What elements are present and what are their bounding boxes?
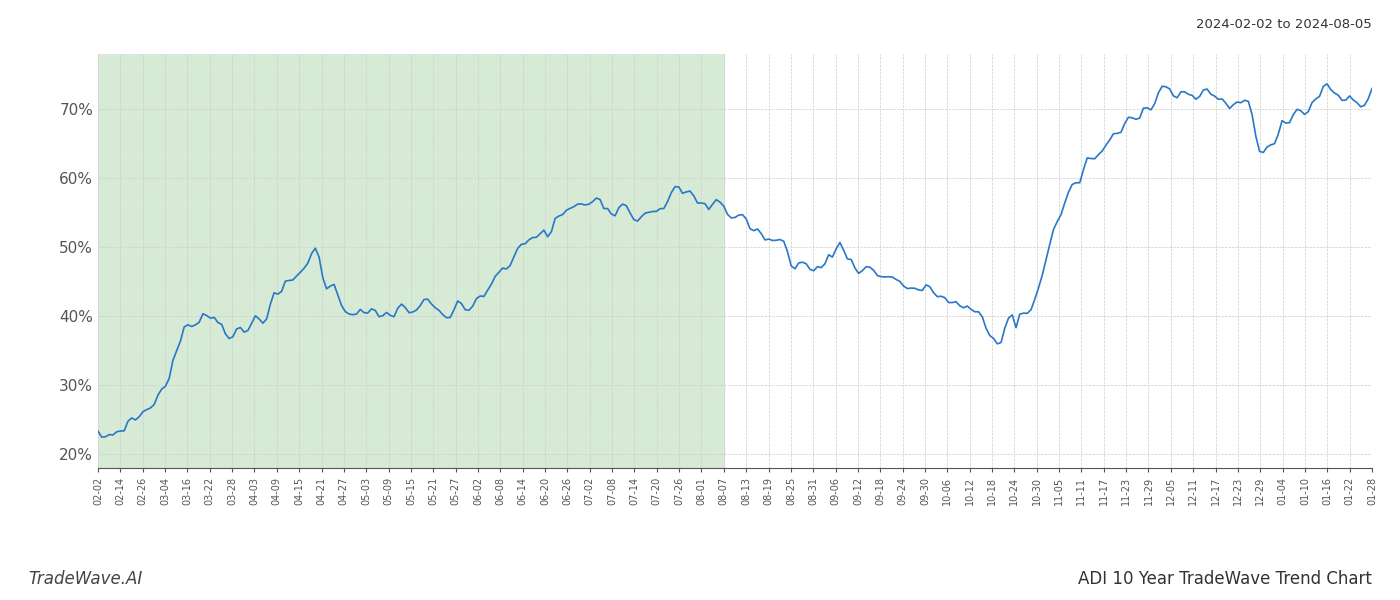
Text: ADI 10 Year TradeWave Trend Chart: ADI 10 Year TradeWave Trend Chart (1078, 570, 1372, 588)
Bar (98, 54, 724, 468)
Text: 2024-02-02 to 2024-08-05: 2024-02-02 to 2024-08-05 (1196, 18, 1372, 31)
Text: TradeWave.AI: TradeWave.AI (28, 570, 143, 588)
